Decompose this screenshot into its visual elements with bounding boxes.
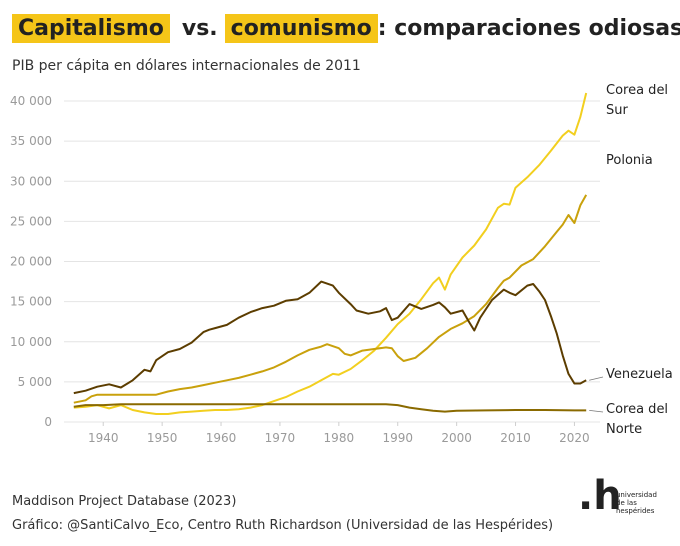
- x-tick-label: 1970: [265, 431, 296, 445]
- series-end-label: Polonia: [606, 153, 653, 168]
- y-tick-label: 15 000: [10, 295, 52, 309]
- x-tick-label: 1990: [382, 431, 413, 445]
- source-note: Maddison Project Database (2023): [12, 494, 237, 509]
- series-line-polonia: [73, 194, 588, 404]
- title-vs: vs.: [181, 15, 218, 41]
- series-end-label: Venezuela: [606, 367, 673, 382]
- credit-note: Gráfico: @SantiCalvo_Eco, Centro Ruth Ri…: [12, 518, 554, 533]
- chart-subtitle: PIB per cápita en dólares internacionale…: [12, 58, 361, 74]
- x-tick-label: 1980: [324, 431, 355, 445]
- x-tick-label: 1960: [206, 431, 237, 445]
- x-tick-label: 2020: [559, 431, 590, 445]
- y-tick-label: 25 000: [10, 214, 52, 228]
- series-line-venezuela: [73, 280, 587, 395]
- series-end-label: Norte: [606, 422, 642, 437]
- title-rest: : comparaciones odiosas: [377, 15, 680, 41]
- x-tick-label: 1950: [147, 431, 178, 445]
- title-highlight-capitalismo: Capitalismo: [12, 13, 170, 43]
- series-label-connector: [589, 376, 604, 381]
- y-tick-label: 35 000: [10, 134, 52, 148]
- y-tick-label: 10 000: [10, 335, 52, 349]
- series-end-label: Sur: [606, 103, 628, 118]
- logo-mark: .h: [578, 473, 622, 519]
- y-tick-label: 5 000: [18, 375, 52, 389]
- series-end-label: Corea del: [606, 402, 668, 417]
- y-tick-label: 30 000: [10, 174, 52, 188]
- x-tick-label: 1940: [88, 431, 119, 445]
- y-tick-label: 0: [44, 415, 52, 429]
- logo-line: universidad: [616, 491, 657, 499]
- line-chart: 0 5 000 10 000 15 000 20 000 25 000 30 000 35 0…: [10, 83, 673, 445]
- series-line-corea-del-sur: [73, 92, 588, 415]
- y-tick-label: 40 000: [10, 94, 52, 108]
- logo-line: hespérides: [616, 507, 655, 515]
- x-tick-label: 2000: [441, 431, 472, 445]
- title-highlight-comunismo: comunismo: [224, 13, 378, 43]
- logo-line: de las: [616, 499, 637, 507]
- series-label-connector: [589, 409, 604, 413]
- chart-title: Capitalismo vs. comunismo : comparacione…: [12, 10, 680, 46]
- series-line-corea-del-norte: [73, 403, 587, 413]
- logo-text: universidad de las hespérides: [616, 491, 676, 515]
- x-tick-label: 2010: [500, 431, 531, 445]
- series-end-label: Corea del: [606, 83, 668, 98]
- y-tick-label: 20 000: [10, 255, 52, 269]
- university-logo: .h universidad de las hespérides: [578, 476, 678, 522]
